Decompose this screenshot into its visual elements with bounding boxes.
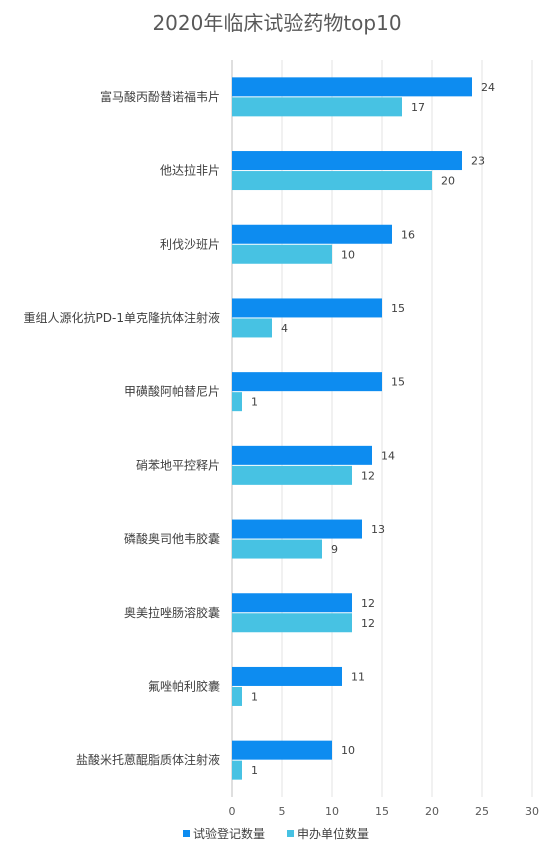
category-label: 盐酸米托蒽醌脂质体注射液 — [76, 752, 220, 767]
data-label: 17 — [411, 101, 425, 114]
x-tick-label: 25 — [475, 805, 489, 818]
bar-sponsors — [232, 318, 272, 338]
legend-swatch — [287, 830, 294, 837]
bar-sponsors — [232, 392, 242, 412]
x-tick-label: 20 — [425, 805, 439, 818]
category-label: 富马酸丙酚替诺福韦片 — [100, 89, 220, 104]
category-label: 他达拉非片 — [160, 163, 220, 178]
data-label: 4 — [281, 322, 288, 335]
data-label: 10 — [341, 744, 355, 757]
data-label: 1 — [251, 690, 258, 703]
gridlines — [231, 60, 533, 797]
bar-sponsors — [232, 613, 352, 633]
bar-sponsors — [232, 760, 242, 780]
bar-trial-registrations — [232, 593, 352, 613]
bar-trial-registrations — [232, 77, 472, 97]
x-tick-label: 10 — [325, 805, 339, 818]
bar-sponsors — [232, 686, 242, 706]
x-axis: 0 5 10 15 20 25 30 — [229, 805, 540, 818]
bar-trial-registrations — [232, 445, 372, 465]
category-label: 利伐沙班片 — [160, 237, 220, 251]
legend-label: 申办单位数量 — [297, 826, 369, 841]
legend-label: 试验登记数量 — [193, 826, 265, 841]
bar-sponsors — [232, 244, 332, 264]
labels: 富马酸丙酚替诺福韦片 24 17 他达拉非片 23 20 利伐沙班片 16 10 重组人源化抗PD… — [24, 81, 495, 777]
category-label: 奥美拉唑肠溶胶囊 — [124, 605, 220, 620]
category-label: 硝苯地平控释片 — [136, 458, 220, 472]
category-label: 磷酸奥司他韦胶囊 — [124, 531, 220, 546]
bar-trial-registrations — [232, 666, 342, 686]
data-label: 24 — [481, 81, 495, 94]
data-label: 1 — [251, 396, 258, 409]
bar-trial-registrations — [232, 298, 382, 318]
x-tick-label: 0 — [229, 805, 236, 818]
bar-trial-registrations — [232, 224, 392, 244]
x-tick-label: 5 — [279, 805, 286, 818]
data-label: 13 — [371, 523, 385, 536]
data-label: 15 — [391, 302, 405, 315]
bar-sponsors — [232, 539, 322, 559]
data-label: 12 — [361, 597, 375, 610]
data-label: 10 — [341, 248, 355, 261]
legend: 试验登记数量 申办单位数量 — [183, 826, 369, 841]
category-label: 氟唑帕利胶囊 — [148, 678, 220, 693]
bar-trial-registrations — [232, 372, 382, 392]
bar-sponsors — [232, 465, 352, 485]
bar-trial-registrations — [232, 151, 462, 171]
category-label: 甲磺酸阿帕替尼片 — [124, 384, 220, 399]
data-label: 16 — [401, 228, 415, 241]
bar-trial-registrations — [232, 519, 362, 539]
bars — [232, 77, 472, 780]
chart-title: 2020年临床试验药物top10 — [152, 11, 401, 35]
data-label: 20 — [441, 175, 455, 188]
data-label: 12 — [361, 617, 375, 630]
x-tick-label: 15 — [375, 805, 389, 818]
data-label: 15 — [391, 376, 405, 389]
legend-swatch — [183, 830, 190, 837]
data-label: 14 — [381, 449, 395, 462]
bar-sponsors — [232, 171, 432, 191]
x-tick-label: 30 — [525, 805, 539, 818]
data-label: 9 — [331, 543, 338, 556]
bar-trial-registrations — [232, 740, 332, 760]
data-label: 1 — [251, 764, 258, 777]
data-label: 12 — [361, 469, 375, 482]
data-label: 23 — [471, 155, 485, 168]
category-label: 重组人源化抗PD-1单克隆抗体注射液 — [24, 310, 220, 325]
data-label: 11 — [351, 670, 365, 683]
bar-sponsors — [232, 97, 402, 117]
